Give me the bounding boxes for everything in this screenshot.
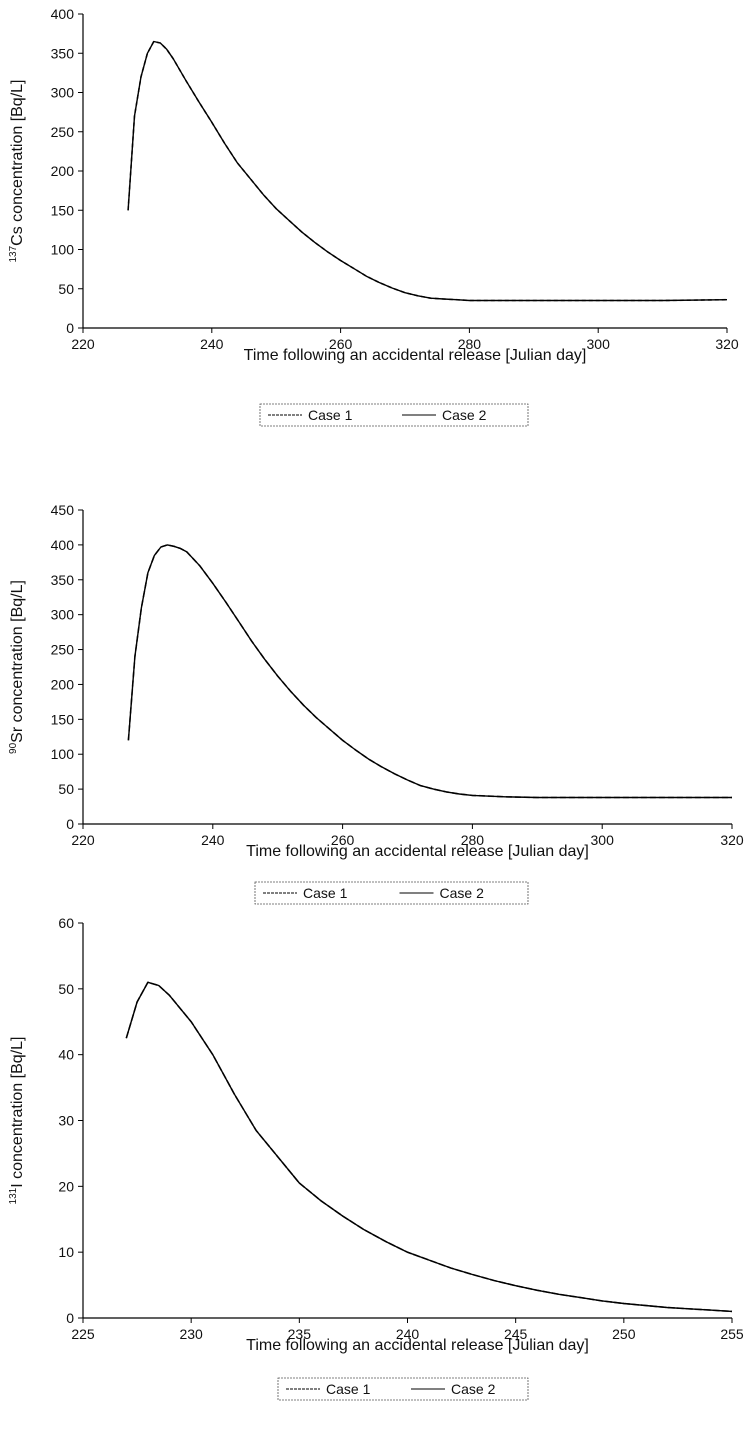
x-tick-label: 260 xyxy=(329,336,353,352)
chart-3: 0 10 20 30 40 50 60 225 230 235 240 245 250 255 Time f… xyxy=(8,915,744,1401)
y-axis-label-superscript: 131 xyxy=(8,1187,19,1204)
x-tick-label: 260 xyxy=(331,832,355,848)
x-tick-label: 225 xyxy=(71,1326,95,1342)
x-tick-label: 250 xyxy=(612,1326,636,1342)
y-tick-label: 150 xyxy=(51,711,75,727)
x-tick-label: 320 xyxy=(715,336,739,352)
legend-label: Case 1 xyxy=(303,885,348,901)
legend-label: Case 2 xyxy=(442,407,487,423)
legend: Case 1 Case 2 xyxy=(277,1377,529,1401)
y-tick-label: 400 xyxy=(51,6,75,22)
chart-2: 0 50 100 150 200 250 300 350 400 450 220 240 260 280 3… xyxy=(8,502,744,905)
y-tick-label: 30 xyxy=(58,1113,74,1129)
legend-label: Case 2 xyxy=(451,1381,496,1397)
y-tick-label: 50 xyxy=(58,281,74,297)
y-tick-label: 250 xyxy=(51,124,75,140)
legend-box xyxy=(259,403,529,427)
y-axis-label-text: Cs concentration [Bq/L] xyxy=(9,80,26,246)
legend-label: Case 1 xyxy=(308,407,353,423)
y-axis-label-superscript: 90 xyxy=(8,742,19,754)
legend: Case 1 Case 2 xyxy=(254,881,529,905)
x-axis-label: Time following an accidental release [Ju… xyxy=(246,1337,589,1354)
series-line-case-1 xyxy=(127,40,728,302)
y-axis-label: 90Sr concentration [Bq/L] xyxy=(8,580,26,754)
series-line-case-1 xyxy=(125,981,733,1313)
y-tick-label: 200 xyxy=(51,163,75,179)
y-axis-label: 137Cs concentration [Bq/L] xyxy=(8,80,26,263)
y-tick-label: 150 xyxy=(51,202,75,218)
y-tick-label: 40 xyxy=(58,1047,74,1063)
x-tick-label: 320 xyxy=(720,832,744,848)
y-tick-label: 100 xyxy=(51,746,75,762)
y-tick-label: 400 xyxy=(51,537,75,553)
series-line-case-2 xyxy=(127,544,732,799)
x-tick-label: 235 xyxy=(288,1326,312,1342)
y-axis-label: 131I concentration [Bq/L] xyxy=(8,1037,26,1205)
legend-label: Case 2 xyxy=(440,885,485,901)
x-tick-label: 220 xyxy=(71,336,95,352)
series-line-case-2 xyxy=(125,981,733,1313)
y-tick-label: 100 xyxy=(51,242,75,258)
legend: Case 1 Case 2 xyxy=(259,403,529,427)
x-tick-label: 245 xyxy=(504,1326,528,1342)
x-tick-label: 240 xyxy=(201,832,225,848)
y-tick-label: 0 xyxy=(66,1310,74,1326)
chart-1: 0 50 100 150 200 250 300 350 400 220 240 260 280 300 3… xyxy=(8,6,739,427)
y-tick-label: 350 xyxy=(51,572,75,588)
y-tick-label: 20 xyxy=(58,1178,74,1194)
x-tick-label: 255 xyxy=(720,1326,744,1342)
y-tick-label: 350 xyxy=(51,45,75,61)
y-axis-label-text: Sr concentration [Bq/L] xyxy=(9,580,26,743)
series-line-case-2 xyxy=(127,40,728,302)
legend-label: Case 1 xyxy=(326,1381,371,1397)
x-tick-label: 300 xyxy=(587,336,611,352)
x-axis-label: Time following an accidental release [Ju… xyxy=(244,347,587,364)
x-tick-label: 300 xyxy=(591,832,615,848)
y-tick-label: 450 xyxy=(51,502,75,518)
x-tick-label: 280 xyxy=(458,336,482,352)
y-tick-label: 0 xyxy=(66,816,74,832)
x-axis-label: Time following an accidental release [Ju… xyxy=(246,843,589,860)
x-tick-label: 280 xyxy=(461,832,485,848)
series-line-case-1 xyxy=(127,544,732,799)
x-tick-label: 240 xyxy=(200,336,224,352)
y-tick-label: 250 xyxy=(51,642,75,658)
y-tick-label: 0 xyxy=(66,320,74,336)
x-tick-label: 240 xyxy=(396,1326,420,1342)
y-tick-label: 300 xyxy=(51,85,75,101)
y-tick-label: 10 xyxy=(58,1244,74,1260)
y-tick-label: 50 xyxy=(58,981,74,997)
y-tick-label: 60 xyxy=(58,915,74,931)
y-tick-label: 200 xyxy=(51,676,75,692)
x-tick-label: 220 xyxy=(71,832,95,848)
y-axis-label-superscript: 137 xyxy=(8,245,19,262)
y-tick-label: 50 xyxy=(58,781,74,797)
legend-box xyxy=(254,881,529,905)
legend-box xyxy=(277,1377,529,1401)
y-axis-label-text: I concentration [Bq/L] xyxy=(9,1037,26,1188)
y-tick-label: 300 xyxy=(51,607,75,623)
x-tick-label: 230 xyxy=(179,1326,203,1342)
